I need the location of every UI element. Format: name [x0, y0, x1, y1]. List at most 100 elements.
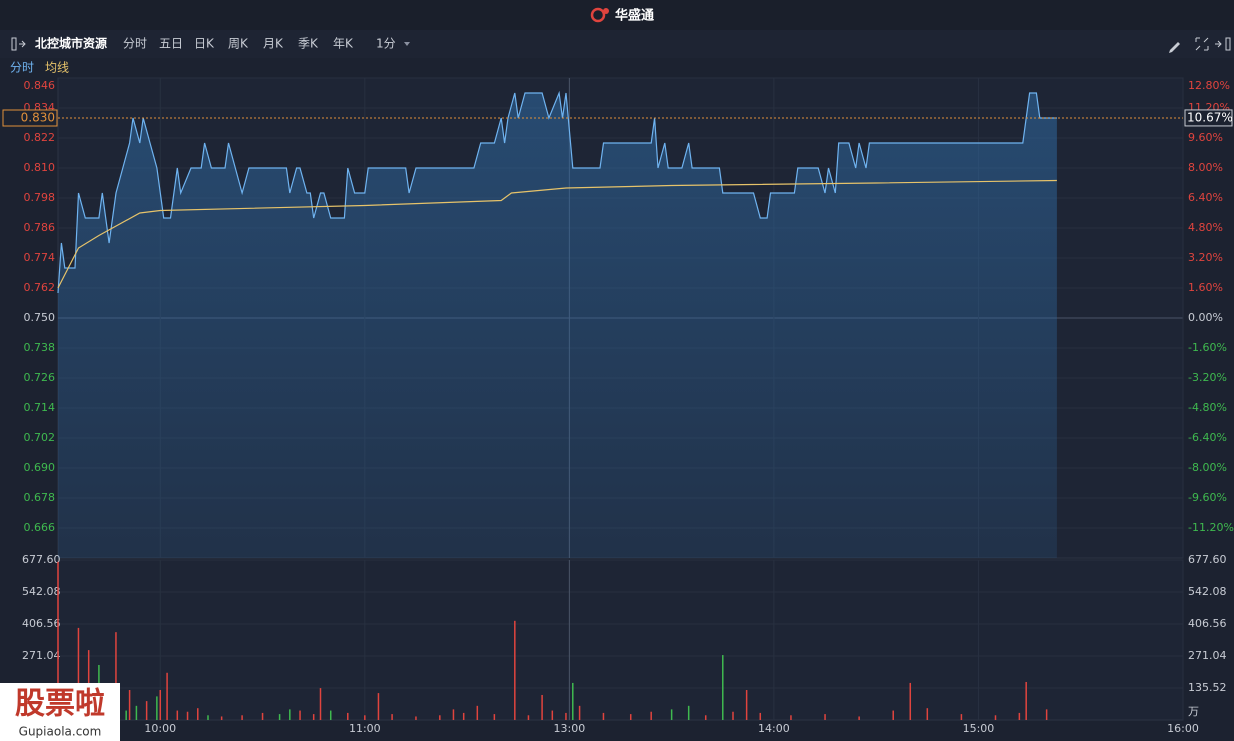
collapse-icon[interactable]: [11, 37, 17, 51]
volume-bar: [687, 705, 690, 720]
edit-icon[interactable]: [1169, 42, 1180, 53]
volume-bar: [551, 710, 554, 720]
y-tick-label: 0.714: [24, 401, 56, 414]
interval-select[interactable]: 1分: [376, 37, 396, 51]
volume-bar: [493, 714, 496, 720]
tab[interactable]: 周K: [228, 37, 249, 51]
volume-bar: [391, 714, 393, 720]
volume-tick-label: 542.08: [22, 585, 61, 598]
tab[interactable]: 年K: [333, 37, 354, 51]
volume-bar: [176, 710, 179, 720]
volume-bar: [299, 710, 301, 720]
volume-bar: [790, 715, 792, 720]
y-tick-label: 0.846: [24, 79, 56, 92]
volume-bar: [960, 714, 963, 720]
volume-bar: [858, 716, 860, 720]
y2-tick-label: -8.00%: [1188, 461, 1227, 474]
volume-bar: [278, 714, 281, 720]
current-change-label: 10.67%: [1187, 110, 1233, 124]
volume-bar: [364, 715, 366, 720]
volume-pane: [57, 559, 1184, 721]
volume-bar: [476, 705, 479, 720]
y2-tick-label: -11.20%: [1188, 521, 1234, 534]
volume-bar: [629, 714, 632, 720]
y2-tick-label: 6.40%: [1188, 191, 1223, 204]
volume-bar: [565, 712, 567, 720]
tab[interactable]: 月K: [263, 37, 284, 51]
x-tick-label: 11:00: [349, 722, 381, 735]
volume-bar: [732, 711, 734, 720]
watermark-box: [0, 683, 120, 741]
tab[interactable]: 日K: [194, 37, 215, 51]
volume-bar: [145, 701, 148, 720]
logo-icon-dot: [603, 8, 609, 14]
volume-bar: [220, 716, 223, 720]
current-change-box: [1184, 109, 1233, 127]
tabs: 分时 五日 日K 周K 月K 季K 年K: [123, 37, 354, 51]
volume-bar: [462, 712, 465, 720]
volume-bar: [704, 715, 707, 720]
legend-bar: [0, 58, 1234, 78]
volume-tick-label: 271.04: [22, 649, 61, 662]
volume-bar: [207, 715, 209, 720]
volume-bar: [824, 714, 826, 720]
volume-bar: [241, 715, 243, 720]
tab[interactable]: 季K: [298, 37, 319, 51]
volume-tick-label: 406.56: [22, 617, 61, 630]
price-area: [58, 93, 1057, 558]
volume-tick-label: 542.08: [1188, 585, 1227, 598]
volume-bar: [926, 708, 929, 720]
y2-tick-label: 12.80%: [1188, 79, 1230, 92]
toolbar: [0, 30, 1234, 58]
volume-bar: [527, 715, 530, 720]
volume-bar: [722, 655, 724, 720]
y-tick-label: 0.822: [24, 131, 56, 144]
volume-bar: [994, 715, 997, 720]
y2-tick-label: -9.60%: [1188, 491, 1227, 504]
dropdown-arrow: [404, 42, 410, 46]
stock-name: 北控城市资源: [35, 36, 107, 51]
volume-bar: [347, 712, 349, 720]
volume-bar: [289, 709, 291, 720]
y2-tick-label: 9.60%: [1188, 131, 1223, 144]
volume-bar: [115, 632, 117, 720]
y2-tick-label: -6.40%: [1188, 431, 1227, 444]
tab[interactable]: 分时: [123, 37, 147, 51]
volume-bar: [670, 709, 673, 720]
volume-bar: [128, 690, 131, 720]
volume-bar: [572, 682, 574, 720]
volume-bar: [197, 708, 199, 720]
legend-entry: 分时: [10, 61, 34, 75]
y-tick-label: 0.738: [24, 341, 56, 354]
volume-bar: [514, 620, 516, 720]
x-tick-label: 16:00: [1167, 722, 1199, 735]
tab[interactable]: 五日: [159, 37, 183, 51]
y-tick-label: 0.750: [24, 311, 56, 324]
volume-bar: [125, 710, 127, 720]
volume-tick-label: 677.60: [1188, 553, 1227, 566]
top-bar: [0, 0, 1234, 30]
x-tick-label: 15:00: [963, 722, 995, 735]
volume-tick-label: 406.56: [1188, 617, 1227, 630]
fullscreen-icon[interactable]: [1195, 37, 1209, 51]
collapse-arrow: [19, 40, 26, 48]
volume-bar: [892, 710, 894, 720]
volume-bar: [57, 561, 59, 720]
x-tick-label: 13:00: [554, 722, 586, 735]
y-tick-label: 0.678: [24, 491, 56, 504]
expand-icon[interactable]: [1225, 37, 1231, 51]
volume-bar: [377, 693, 380, 720]
y-tick-label: 0.798: [24, 191, 56, 204]
y2-tick-label: -4.80%: [1188, 401, 1227, 414]
volume-bar: [156, 696, 158, 720]
current-price-label: 0.830: [21, 111, 55, 125]
watermark-text: 股票啦: [15, 687, 105, 722]
volume-bar: [602, 712, 605, 720]
volume-bar: [745, 690, 748, 720]
volume-bar: [159, 690, 162, 720]
volume-bar: [1025, 681, 1027, 720]
current-price-box: [2, 109, 58, 127]
logo-text: 华盛通: [615, 8, 654, 24]
y2-tick-label: 3.20%: [1188, 251, 1223, 264]
volume-bar: [319, 688, 322, 720]
